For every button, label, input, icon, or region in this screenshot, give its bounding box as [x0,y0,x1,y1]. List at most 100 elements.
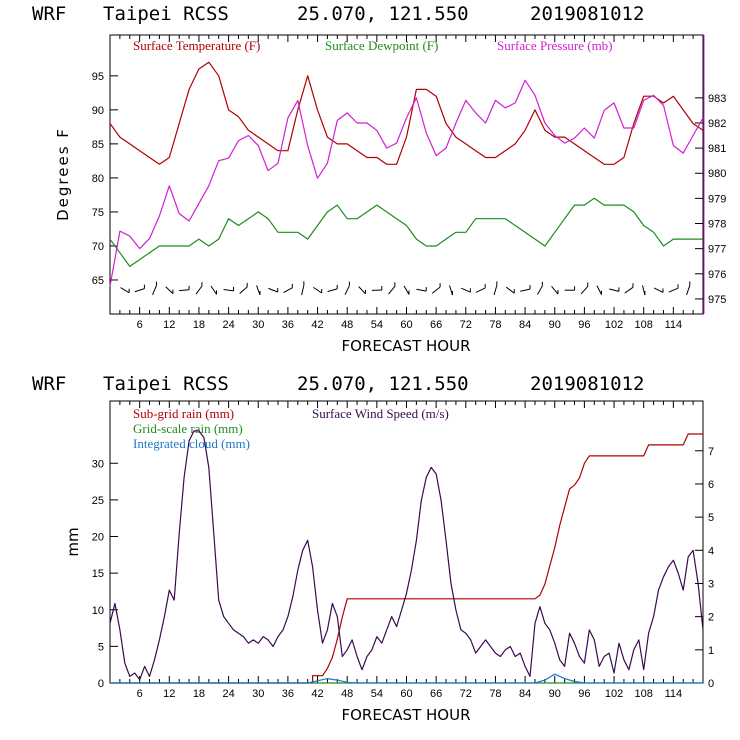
panel1-y2tick-label: 979 [708,193,726,205]
panel1-xtick-label: 36 [282,319,294,331]
panel2-site: Taipei RCSS [103,373,229,395]
series-line-cloud [110,673,703,684]
wind-barb [134,288,145,293]
panel2-ytick-label: 30 [92,458,104,470]
panel1-xtick-label: 102 [605,319,623,331]
panel1-xlabel: FORECAST HOUR [341,337,470,355]
panel1-y2-axis: 975 976 977 978 979 980 981 982 983 [695,35,726,314]
panel2-xtick-label: 90 [549,688,561,700]
wind-barb [653,287,664,293]
legend-wind-speed: Surface Wind Speed (m/s) [312,406,449,421]
panel1-y2tick-label: 977 [708,244,726,256]
panel1-header: WRF Taipei RCSS 25.070, 121.550 20190810… [32,3,644,25]
wind-barb [179,289,190,292]
panel2-header: WRF Taipei RCSS 25.070, 121.550 20190810… [32,373,644,395]
panel1-y2tick-label: 976 [708,269,726,281]
panel1-xtick-label: 6 [137,319,143,331]
series-line-dew [109,197,703,267]
wind-barb [403,285,410,295]
legend-pressure: Surface Pressure (mb) [497,38,613,53]
wind-barb [580,286,589,295]
wind-barb [165,286,174,295]
legend-subgrid-rain: Sub-grid rain (mm) [133,406,234,421]
panel1-ylabel: Degrees F [54,127,72,221]
panel2-xtick-label: 66 [430,688,442,700]
panel1-y2tick-label: 978 [708,219,726,231]
panel2-xtick-label: 54 [371,688,383,700]
panel2-xtick-label: 42 [311,688,323,700]
wind-barb [686,285,691,296]
panel2-ylabel: mm [64,527,82,556]
legend-temperature: Surface Temperature (F) [133,38,260,53]
panel2-xtick-label: 84 [519,688,531,700]
panel1-ytick-label: 65 [92,275,104,287]
panel1-y2tick-label: 982 [708,118,726,130]
panel1-y2tick-label: 975 [708,294,726,306]
wind-barb [551,286,559,295]
panel1-ytick-label: 90 [92,105,104,117]
wind-barb [609,288,620,292]
panel1-y-axis: 65 70 75 80 85 90 95 [92,71,118,287]
legend-integrated-cloud: Integrated cloud (mm) [133,436,250,451]
panel1-ytick-label: 75 [92,207,104,219]
panel2-xtick-label: 48 [341,688,353,700]
panel1-series [109,61,704,287]
panel1-xtick-label: 96 [578,319,590,331]
panel2-y2tick-label: 2 [708,612,714,624]
panel2-model: WRF [32,373,66,395]
panel2-y2tick-label: 1 [708,645,714,657]
panel2-xtick-label: 114 [665,688,683,700]
panel1-wind-barbs [120,281,691,296]
panel2-coords: 25.070, 121.550 [297,373,469,395]
panel2-y2tick-label: 3 [708,578,714,590]
panel1-xtick-label: 48 [341,319,353,331]
panel2-xtick-label: 12 [163,688,175,700]
panel2-y2tick-label: 5 [708,512,714,524]
panel1-ytick-label: 85 [92,139,104,151]
panel2-xtick-label: 24 [222,688,234,700]
panel2-y2tick-label: 7 [708,446,714,458]
panel1-xtick-label: 18 [193,319,205,331]
panel2-xtick-label: 60 [400,688,412,700]
panel2-ytick-label: 20 [92,532,104,544]
panel1-xtick-label: 60 [400,319,412,331]
panel1-ytick-label: 95 [92,71,104,83]
panel2-y2tick-label: 4 [708,545,714,557]
panel2-xtick-label: 36 [282,688,294,700]
panel2-xtick-label: 108 [635,688,653,700]
panel2-ytick-label: 15 [92,568,104,580]
panel1-xtick-label: 54 [371,319,383,331]
wind-barb [283,287,293,293]
panel2-y2tick-label: 0 [708,678,714,690]
panel1-site: Taipei RCSS [103,3,229,25]
wind-barb [505,286,515,294]
panel2-y-axis: 0 5 10 15 20 25 30 [92,458,118,690]
panel2-init-time: 2019081012 [530,373,644,395]
panel2-ytick-label: 10 [92,605,104,617]
panel2-xtick-label: 6 [137,688,143,700]
panel2-legend: Sub-grid rain (mm) Grid-scale rain (mm) … [133,406,449,451]
panel1-xtick-label: 90 [549,319,561,331]
wind-barb [416,288,427,292]
panel2-y2tick-label: 6 [708,479,714,491]
panel1-xtick-label: 78 [489,319,501,331]
panel1-ytick-label: 80 [92,173,104,185]
wind-barb [120,287,130,294]
panel1-legend: Surface Temperature (F) Surface Dewpoint… [133,38,613,53]
wind-barb [475,287,486,293]
panel2-xtick-label: 78 [489,688,501,700]
panel1-coords: 25.070, 121.550 [297,3,469,25]
wind-barb [668,287,679,293]
panel1-xtick-label: 66 [430,319,442,331]
panel1-xtick-label: 30 [252,319,264,331]
panel1-y2tick-label: 983 [708,93,726,105]
panel2-x-axis: 6 12 18 24 30 36 42 48 54 60 66 72 78 84 90 96 102 108 114 [119,401,694,700]
legend-dewpoint: Surface Dewpoint (F) [325,38,438,53]
wind-barb [624,286,634,294]
panel2-xtick-label: 18 [193,688,205,700]
panel1-init-time: 2019081012 [530,3,644,25]
panel1-model: WRF [32,3,66,25]
wind-barb [268,287,278,293]
panel2-xtick-label: 72 [460,688,472,700]
